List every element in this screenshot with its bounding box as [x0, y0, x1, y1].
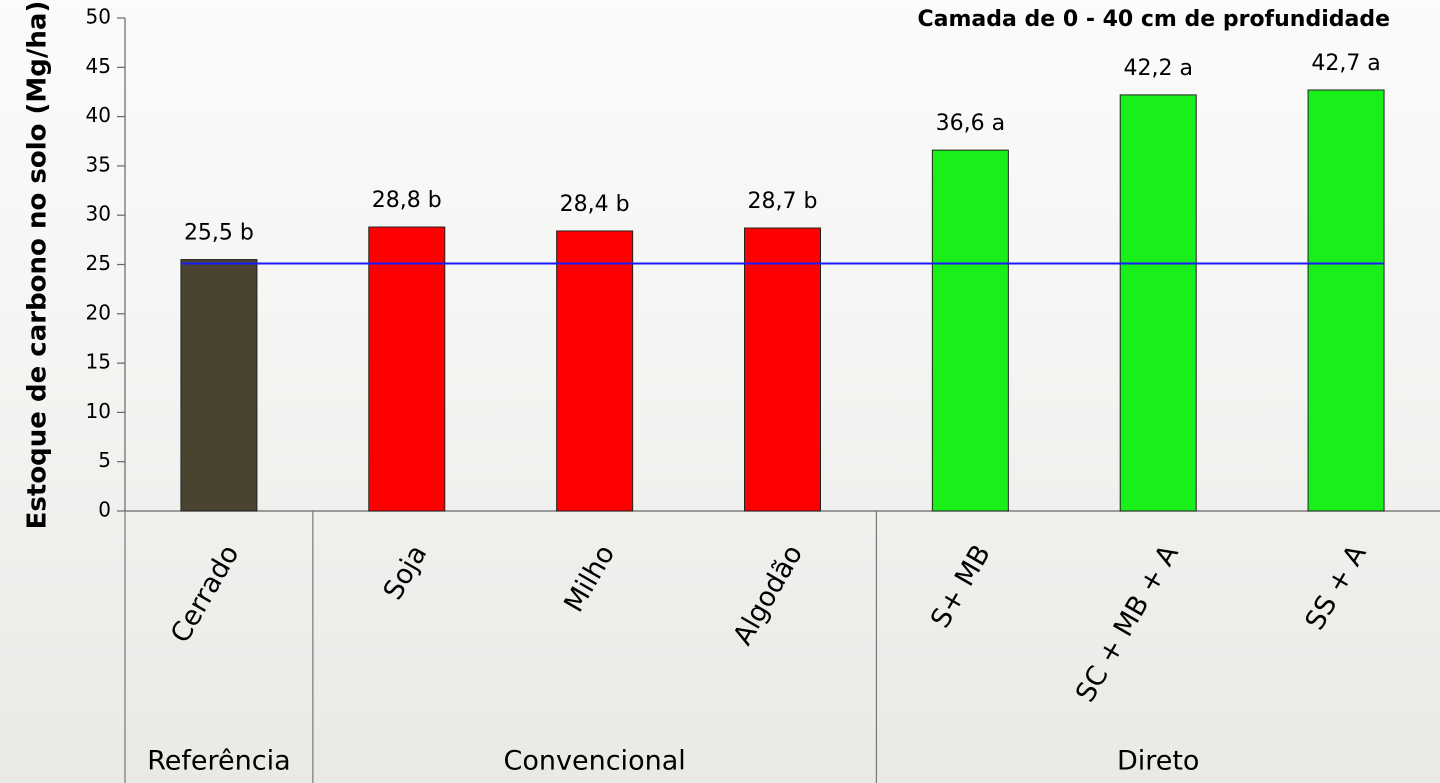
y-tick-label: 5 — [98, 448, 111, 472]
y-tick-label: 30 — [86, 202, 111, 226]
bar — [368, 226, 446, 512]
y-tick-label: 25 — [86, 251, 111, 275]
group-label: Convencional — [504, 746, 686, 777]
value-label: 42,7 a — [1311, 51, 1380, 76]
y-tick-label: 0 — [98, 498, 111, 522]
y-tick-label: 50 — [86, 5, 111, 29]
y-axis-title: Estoque de carbono no solo (Mg/ha) — [23, 1, 53, 530]
y-tick-label: 15 — [86, 350, 111, 374]
bar — [744, 227, 821, 512]
bar — [1307, 89, 1385, 512]
bar — [931, 149, 1009, 512]
value-label: 42,2 a — [1123, 56, 1192, 81]
bar — [180, 259, 258, 512]
bar — [556, 230, 634, 512]
chart-title: Camada de 0 - 40 cm de profundidade — [918, 7, 1390, 32]
group-label: Referência — [147, 746, 290, 777]
value-label: 28,8 b — [372, 188, 442, 213]
y-tick-label: 45 — [86, 54, 111, 78]
y-tick-label: 35 — [86, 152, 111, 176]
value-label: 28,7 b — [748, 189, 818, 214]
value-label: 25,5 b — [184, 221, 254, 246]
group-label: Direto — [1117, 746, 1200, 777]
y-tick-label: 10 — [86, 399, 111, 423]
bar — [1119, 94, 1197, 512]
y-tick-label: 40 — [86, 103, 111, 127]
y-tick-label: 20 — [86, 300, 111, 324]
value-label: 28,4 b — [560, 192, 630, 217]
value-label: 36,6 a — [936, 111, 1005, 136]
